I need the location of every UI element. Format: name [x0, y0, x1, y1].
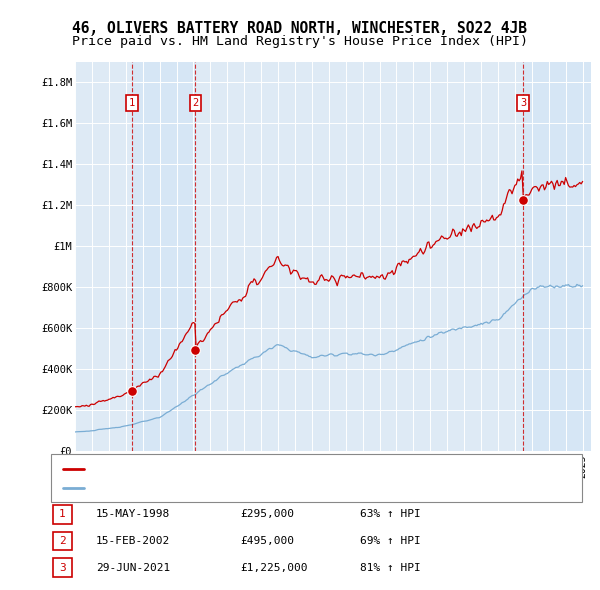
- Text: 2: 2: [59, 536, 66, 546]
- Text: 46, OLIVERS BATTERY ROAD NORTH, WINCHESTER, SO22 4JB (detached house): 46, OLIVERS BATTERY ROAD NORTH, WINCHEST…: [87, 464, 518, 474]
- Text: 3: 3: [59, 563, 66, 572]
- Text: 29-JUN-2021: 29-JUN-2021: [96, 563, 170, 572]
- Text: 2: 2: [193, 98, 199, 108]
- Text: 1: 1: [129, 98, 135, 108]
- Text: £495,000: £495,000: [240, 536, 294, 546]
- Text: £1,225,000: £1,225,000: [240, 563, 308, 572]
- Text: 69% ↑ HPI: 69% ↑ HPI: [360, 536, 421, 546]
- Text: 15-FEB-2002: 15-FEB-2002: [96, 536, 170, 546]
- Text: HPI: Average price, detached house, Winchester: HPI: Average price, detached house, Winc…: [87, 483, 374, 493]
- Text: 1: 1: [59, 510, 66, 519]
- Text: 63% ↑ HPI: 63% ↑ HPI: [360, 510, 421, 519]
- Bar: [132, 62, 196, 451]
- Text: £295,000: £295,000: [240, 510, 294, 519]
- Bar: [523, 62, 591, 451]
- Text: 15-MAY-1998: 15-MAY-1998: [96, 510, 170, 519]
- Text: Price paid vs. HM Land Registry's House Price Index (HPI): Price paid vs. HM Land Registry's House …: [72, 35, 528, 48]
- Text: 81% ↑ HPI: 81% ↑ HPI: [360, 563, 421, 572]
- Text: 46, OLIVERS BATTERY ROAD NORTH, WINCHESTER, SO22 4JB: 46, OLIVERS BATTERY ROAD NORTH, WINCHEST…: [73, 21, 527, 35]
- Text: 3: 3: [520, 98, 526, 108]
